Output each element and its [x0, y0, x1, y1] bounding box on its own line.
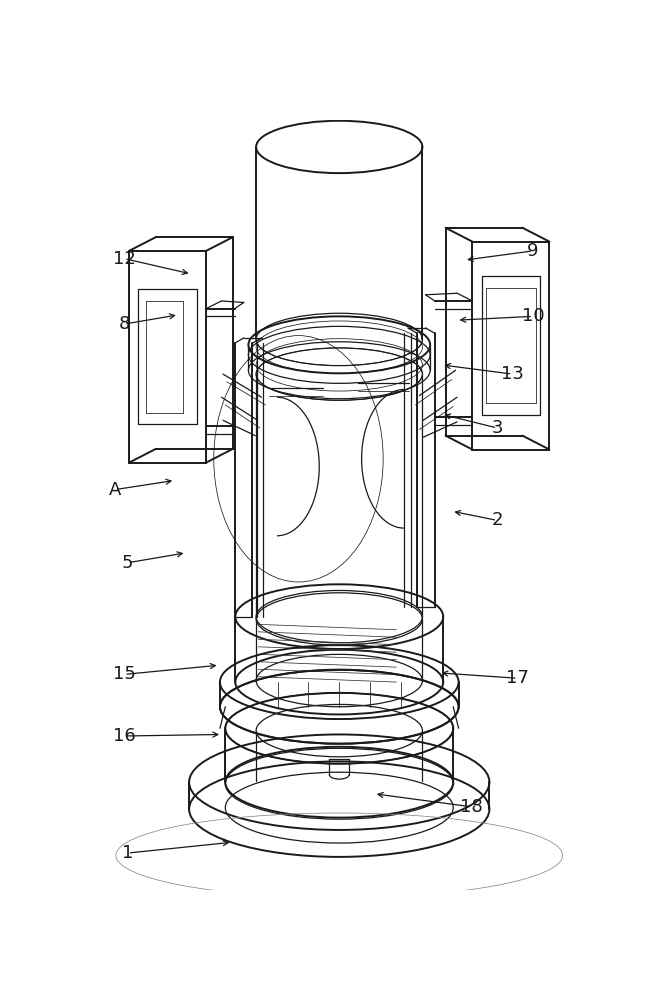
Text: 12: 12 [113, 250, 136, 268]
Text: 2: 2 [492, 511, 503, 529]
Text: 8: 8 [118, 315, 130, 333]
Text: 13: 13 [501, 365, 524, 383]
Text: 18: 18 [461, 798, 483, 816]
Text: 1: 1 [122, 844, 134, 862]
Text: 3: 3 [492, 419, 503, 437]
Text: 17: 17 [506, 669, 529, 687]
Text: 5: 5 [122, 554, 134, 572]
Text: A: A [109, 481, 121, 499]
Text: 15: 15 [113, 665, 136, 683]
Text: 9: 9 [527, 242, 539, 260]
Text: 10: 10 [522, 307, 544, 325]
Text: 16: 16 [113, 727, 136, 745]
